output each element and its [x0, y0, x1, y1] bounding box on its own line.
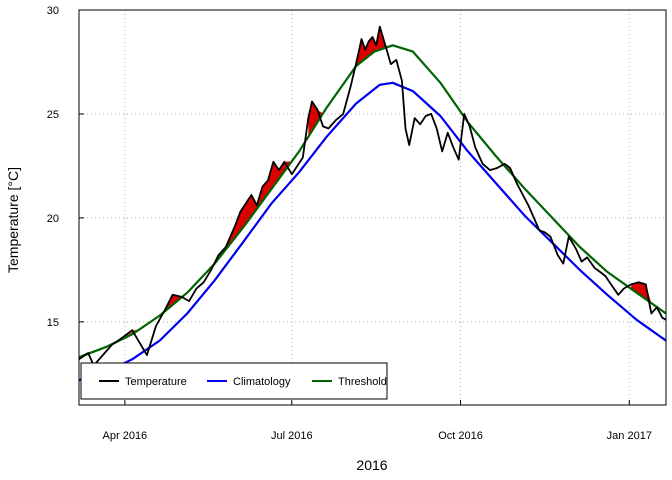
x-tick-label: Jan 2017 — [607, 430, 652, 442]
legend-box — [80, 362, 388, 400]
x-tick-label: Jul 2016 — [271, 430, 313, 442]
event-fill — [355, 26, 388, 67]
event-fills — [121, 26, 652, 340]
y-tick-label: 15 — [47, 317, 59, 329]
legend-label: Temperature — [125, 376, 187, 388]
x-axis-title: 2016 — [356, 457, 387, 473]
series-line-climatology — [78, 81, 667, 382]
legend-label: Climatology — [233, 376, 291, 388]
grid-lines — [79, 9, 666, 405]
y-axis-title: Temperature [°C] — [5, 167, 21, 273]
legend: Temperature Climatology Threshold — [80, 362, 388, 400]
y-axis: 15 20 25 30 — [47, 5, 84, 329]
plot-frame — [78, 9, 667, 406]
y-tick-label: 25 — [47, 109, 59, 121]
event-fill — [308, 101, 323, 137]
legend-label: Threshold — [338, 376, 387, 388]
y-tick-label: 30 — [47, 5, 59, 17]
x-axis: Apr 2016 Jul 2016 Oct 2016 Jan 2017 — [103, 400, 652, 442]
series-lines — [78, 25, 667, 382]
x-tick-label: Oct 2016 — [438, 430, 483, 442]
series-line-threshold — [78, 44, 667, 359]
x-tick-label: Apr 2016 — [103, 430, 148, 442]
series-line-temperature — [78, 25, 667, 367]
y-tick-label: 20 — [47, 213, 59, 225]
